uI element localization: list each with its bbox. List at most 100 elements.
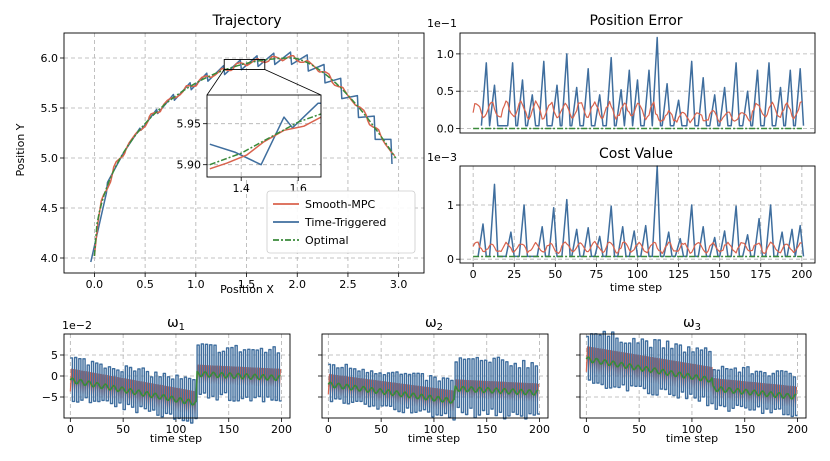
- omega-3-title: ω3: [683, 315, 701, 333]
- position_error-line-smooth: [472, 100, 803, 124]
- cost_value-xtick-label-2: 50: [548, 268, 562, 281]
- omega_3-xtick-label-4: 200: [787, 423, 808, 436]
- cost_value-ytick-label-1: 1: [447, 199, 454, 212]
- position_error-ticks: 0.0 0.5 1.0: [437, 48, 460, 136]
- trajectory-ticks: 0.0 0.5 1.0 1.5 2.0 2.5 3.0 4.0 4.5 5.0 5.5 6.0: [41, 52, 408, 291]
- zoom-region: [223, 59, 266, 70]
- cost-value-multiplier: 1e−3: [427, 151, 457, 164]
- trajectory-line-smooth: [93, 54, 396, 257]
- trajectory-xlabel: Position X: [220, 283, 274, 296]
- omega_1-line-triggered: [70, 343, 282, 424]
- omega_2-xtick-label-0: 0: [325, 423, 332, 436]
- omega_3-xtick-label-0: 0: [583, 423, 590, 436]
- position_error-ytick-label-1: 0.5: [437, 85, 455, 98]
- zoom-connector-left: [206, 69, 225, 96]
- legend-label-optimal: Optimal: [305, 234, 349, 247]
- omega_2-line-triggered: [328, 356, 540, 421]
- omega_1-frame: [63, 333, 291, 419]
- trajectory-frame: [63, 32, 425, 274]
- cost_value-xtick-label-4: 100: [627, 268, 648, 281]
- position_error-line-triggered: [480, 36, 805, 127]
- trajectory-ytick-label-2: 5.0: [41, 152, 59, 165]
- inset-xtick-label-0: 1.4: [232, 182, 250, 195]
- trajectory-xtick-label-2: 1.0: [187, 278, 205, 291]
- trajectory-ytick-label-1: 4.5: [41, 202, 59, 215]
- inset-line-smooth: [209, 116, 322, 170]
- cost-value-title: Cost Value: [599, 146, 673, 162]
- omega_3-line-triggered: [586, 330, 798, 418]
- omega_1-xtick-label-0: 0: [67, 423, 74, 436]
- cost_value-ytick-label-0: 0: [447, 253, 454, 266]
- omega-3-xlabel: time step: [666, 432, 718, 445]
- cost-value-xlabel: time step: [610, 281, 662, 294]
- omega_1-ytick-label-0: 5: [51, 349, 58, 362]
- cost_value-xtick-label-5: 125: [668, 268, 689, 281]
- position_error-frame: [459, 32, 816, 134]
- omega_2-frame: [321, 333, 549, 419]
- cost-value-plot: 0 25 50 75 100 125 150 175 200 0 1: [447, 165, 816, 281]
- omega-1-xlabel: time step: [150, 432, 202, 445]
- trajectory-xtick-label-5: 2.5: [339, 278, 357, 291]
- legend-label-triggered: Time-Triggered: [304, 216, 386, 229]
- omega_2-xtick-label-2: 100: [423, 423, 444, 436]
- trajectory-ytick-label-0: 4.0: [41, 252, 59, 265]
- cost_value-line-smooth: [472, 240, 803, 255]
- omega-1-title: ω1: [167, 315, 185, 333]
- inset-frame: [206, 94, 322, 178]
- omega_2-xtick-label-1: 50: [374, 423, 388, 436]
- cost_value-xtick-label-3: 75: [589, 268, 603, 281]
- cost_value-xtick-label-8: 200: [791, 268, 812, 281]
- omega_3-xtick-label-1: 50: [632, 423, 646, 436]
- omega_2-ticks: 0 50 100 150 200: [318, 354, 550, 436]
- omega-2-plot: 0 50 100 150 200: [318, 333, 550, 436]
- omega_3-xtick-label-2: 100: [681, 423, 702, 436]
- trajectory-ytick-label-3: 5.5: [41, 102, 59, 115]
- cost_value-ticks: 0 25 50 75 100 125 150 175 200 0 1: [447, 199, 812, 281]
- omega_1-ytick-label-1: 0: [51, 370, 58, 383]
- cost_value-line-triggered: [477, 165, 805, 258]
- cost_value-xtick-label-1: 25: [507, 268, 521, 281]
- omega_3-ticks: 0 50 100 150 200: [576, 354, 808, 436]
- omega_2-xtick-label-3: 150: [476, 423, 497, 436]
- zoom-connector-right: [264, 69, 322, 96]
- omega_1-xtick-label-3: 150: [218, 423, 239, 436]
- trajectory-xtick-label-6: 3.0: [390, 278, 408, 291]
- trajectory-ytick-label-4: 6.0: [41, 52, 59, 65]
- trajectory-xtick-label-1: 0.5: [136, 278, 154, 291]
- position_error-ytick-label-0: 0.0: [437, 123, 455, 136]
- omega_3-line-optimal: [585, 356, 797, 400]
- omega_2-xtick-label-4: 200: [529, 423, 550, 436]
- omega_1-line-optimal: [69, 370, 281, 406]
- cost_value-xtick-label-0: 0: [470, 268, 477, 281]
- trajectory-line-optimal: [93, 57, 397, 257]
- position-error-title: Position Error: [589, 13, 682, 29]
- inset-line-optimal: [209, 113, 322, 166]
- omega_2-line-optimal: [327, 381, 539, 404]
- trajectory-title: Trajectory: [211, 13, 281, 29]
- inset-grid: [207, 95, 321, 177]
- inset-line-triggered: [209, 102, 321, 166]
- omega-2-title: ω2: [425, 315, 443, 333]
- omega_1-ytick-label-2: −5: [42, 391, 58, 404]
- trajectory-inset: 1.4 1.65.905.95: [177, 94, 322, 195]
- omega-1-multiplier: 1e−2: [62, 319, 92, 332]
- trajectory-ylabel: Position Y: [14, 123, 27, 176]
- legend: Smooth-MPC Time-Triggered Optimal: [266, 190, 416, 254]
- omega-3-plot: 0 50 100 150 200: [576, 330, 808, 436]
- omega_3-frame: [579, 333, 807, 419]
- legend-label-smooth: Smooth-MPC: [305, 198, 376, 211]
- omega_1-xtick-label-4: 200: [271, 423, 292, 436]
- omega_1-xtick-label-1: 50: [116, 423, 130, 436]
- omega-2-xlabel: time step: [408, 432, 460, 445]
- legend-box: [266, 190, 416, 254]
- cost_value-xtick-label-6: 150: [709, 268, 730, 281]
- trajectory-xtick-label-3: 1.5: [238, 278, 256, 291]
- omega_3-xtick-label-3: 150: [734, 423, 755, 436]
- position-error-multiplier: 1e−1: [427, 17, 457, 30]
- position_error-ytick-label-2: 1.0: [437, 48, 455, 61]
- trajectory-xtick-label-0: 0.0: [86, 278, 104, 291]
- cost_value-frame: [459, 165, 816, 264]
